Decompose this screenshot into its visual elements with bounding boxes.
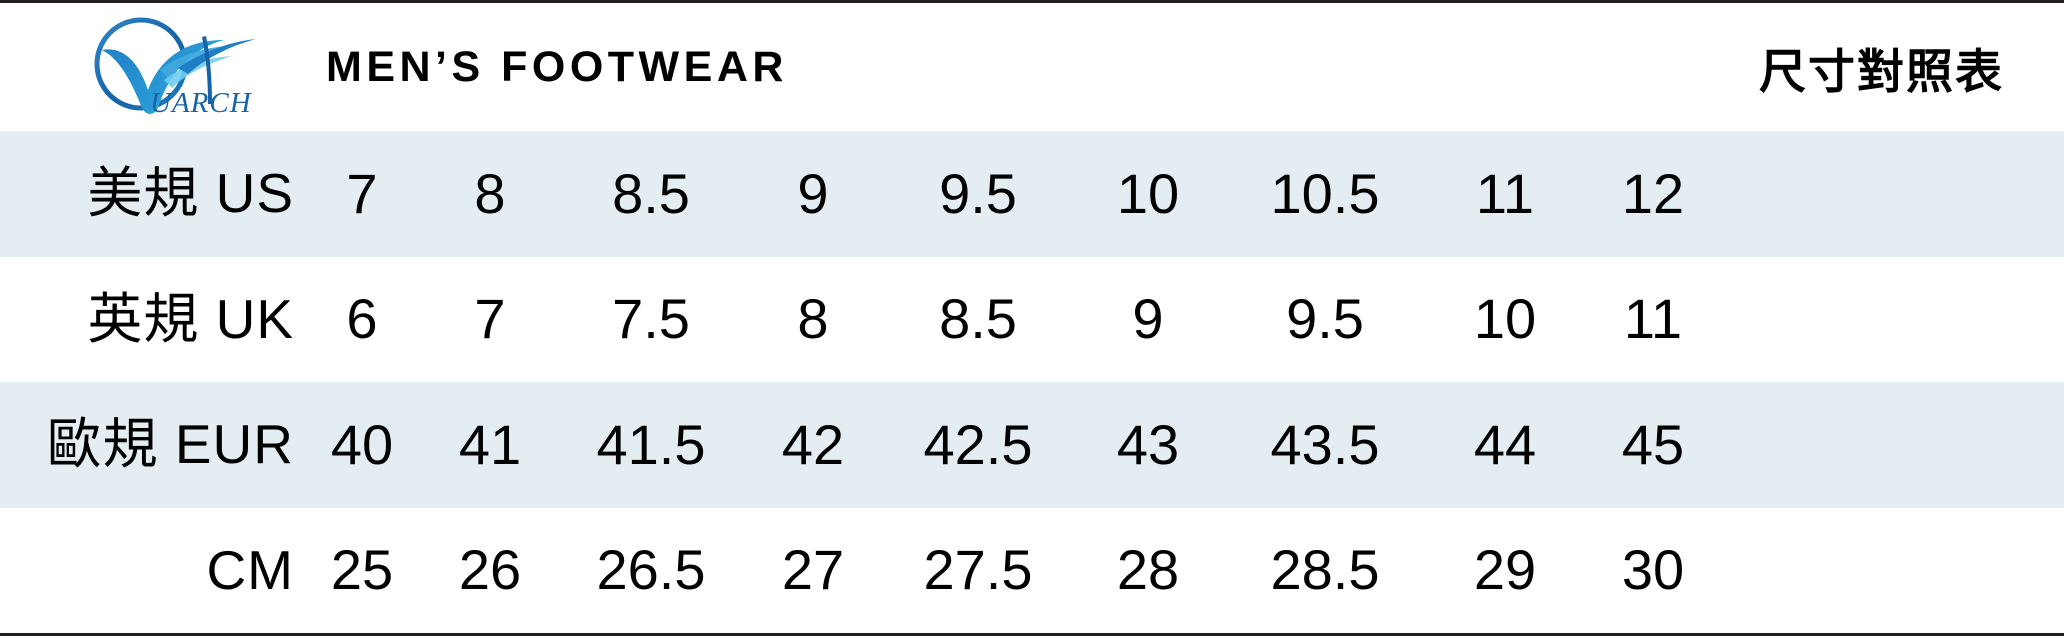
cell-us-1: 7	[346, 161, 378, 225]
cell-us-5: 9.5	[939, 161, 1017, 225]
cell-us-6: 10	[1116, 161, 1180, 225]
cell-cm-4: 27	[781, 538, 845, 602]
table-row-cm: CM 25 26 26.5 27 27.5 28 28.5 29 30	[0, 507, 2064, 633]
cell-eur-3: 41.5	[596, 412, 706, 476]
cell-us-9: 12	[1621, 161, 1685, 225]
cell-cm-5: 27.5	[923, 538, 1033, 602]
row-label-uk: 英規 UK	[87, 287, 294, 350]
cell-eur-1: 40	[330, 412, 394, 476]
cell-uk-8: 10	[1473, 287, 1537, 351]
cell-uk-7: 9.5	[1286, 287, 1364, 351]
cell-eur-7: 43.5	[1270, 412, 1380, 476]
cell-uk-3: 7.5	[612, 287, 690, 351]
cell-eur-9: 45	[1621, 412, 1685, 476]
row-label-us: 美規 US	[87, 162, 294, 225]
cell-uk-9: 11	[1623, 287, 1683, 351]
cell-us-8: 11	[1475, 161, 1535, 225]
cell-eur-8: 44	[1473, 412, 1537, 476]
cell-eur-2: 41	[458, 412, 522, 476]
size-table: 美規 US 7 8 8.5 9 9.5 10 10.5 11 12 英規 UK …	[0, 131, 2064, 633]
cell-cm-2: 26	[458, 538, 522, 602]
cell-uk-2: 7	[474, 287, 506, 351]
cell-cm-6: 28	[1116, 538, 1180, 602]
table-row-uk: 英規 UK 6 7 7.5 8 8.5 9 9.5 10 11	[0, 256, 2064, 382]
cell-uk-6: 9	[1132, 287, 1164, 351]
cell-cm-9: 30	[1621, 538, 1685, 602]
row-label-eur: 歐規 EUR	[46, 413, 294, 476]
page-title-cn: 尺寸對照表	[1759, 44, 2004, 98]
cell-us-3: 8.5	[612, 161, 690, 225]
cell-cm-3: 26.5	[596, 538, 706, 602]
cell-cm-7: 28.5	[1270, 538, 1380, 602]
cell-us-2: 8	[474, 161, 506, 225]
cell-uk-5: 8.5	[939, 287, 1017, 351]
vuarch-logo: UARCH	[78, 12, 268, 122]
cell-eur-5: 42.5	[923, 412, 1033, 476]
cell-eur-6: 43	[1116, 412, 1180, 476]
table-row-us: 美規 US 7 8 8.5 9 9.5 10 10.5 11 12	[0, 131, 2064, 257]
cell-uk-4: 8	[797, 287, 829, 351]
cell-eur-4: 42	[781, 412, 845, 476]
cell-us-7: 10.5	[1270, 161, 1380, 225]
chart-header: UARCH MEN’S FOOTWEAR 尺寸對照表	[0, 3, 2064, 131]
cell-us-4: 9	[797, 161, 829, 225]
cell-cm-8: 29	[1473, 538, 1537, 602]
cell-uk-1: 6	[346, 287, 378, 351]
table-row-eur: 歐規 EUR 40 41 41.5 42 42.5 43 43.5 44 45	[0, 382, 2064, 508]
page-title: MEN’S FOOTWEAR	[326, 42, 788, 91]
row-label-cm: CM	[206, 538, 294, 601]
cell-cm-1: 25	[330, 538, 394, 602]
svg-text:UARCH: UARCH	[150, 87, 253, 119]
logo-wordmark: UARCH	[150, 87, 253, 119]
logo-mark	[94, 17, 256, 114]
